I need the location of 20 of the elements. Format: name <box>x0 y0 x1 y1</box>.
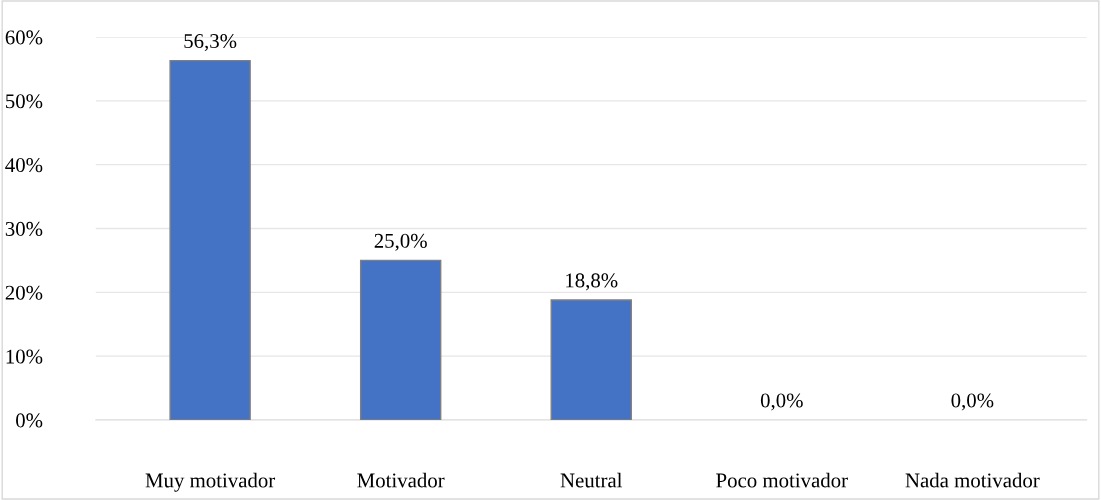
x-tick-label: Poco motivador <box>716 472 848 488</box>
y-tick-label: 20% <box>5 285 43 300</box>
data-label: 56,3% <box>184 33 237 52</box>
y-tick-label: 0% <box>16 413 43 428</box>
bar <box>359 259 442 420</box>
y-tick-label: 50% <box>6 94 43 109</box>
y-tick-label: 40% <box>5 158 43 173</box>
x-tick-label: Neutral <box>560 472 623 488</box>
bar <box>169 59 251 420</box>
data-label: 0,0% <box>760 393 803 411</box>
data-label: 0,0% <box>951 393 994 411</box>
x-tick-label: Motivador <box>357 472 445 488</box>
data-label: 18,8% <box>566 273 618 291</box>
y-tick-label: 60% <box>5 30 43 45</box>
y-tick-label: 30% <box>5 221 43 236</box>
bar <box>550 299 632 420</box>
x-tick-label: Nada motivador <box>905 472 1040 488</box>
data-label: 25,0% <box>374 233 427 251</box>
y-tick-label: 10% <box>6 349 43 364</box>
x-tick-label: Muy motivador <box>145 472 276 492</box>
